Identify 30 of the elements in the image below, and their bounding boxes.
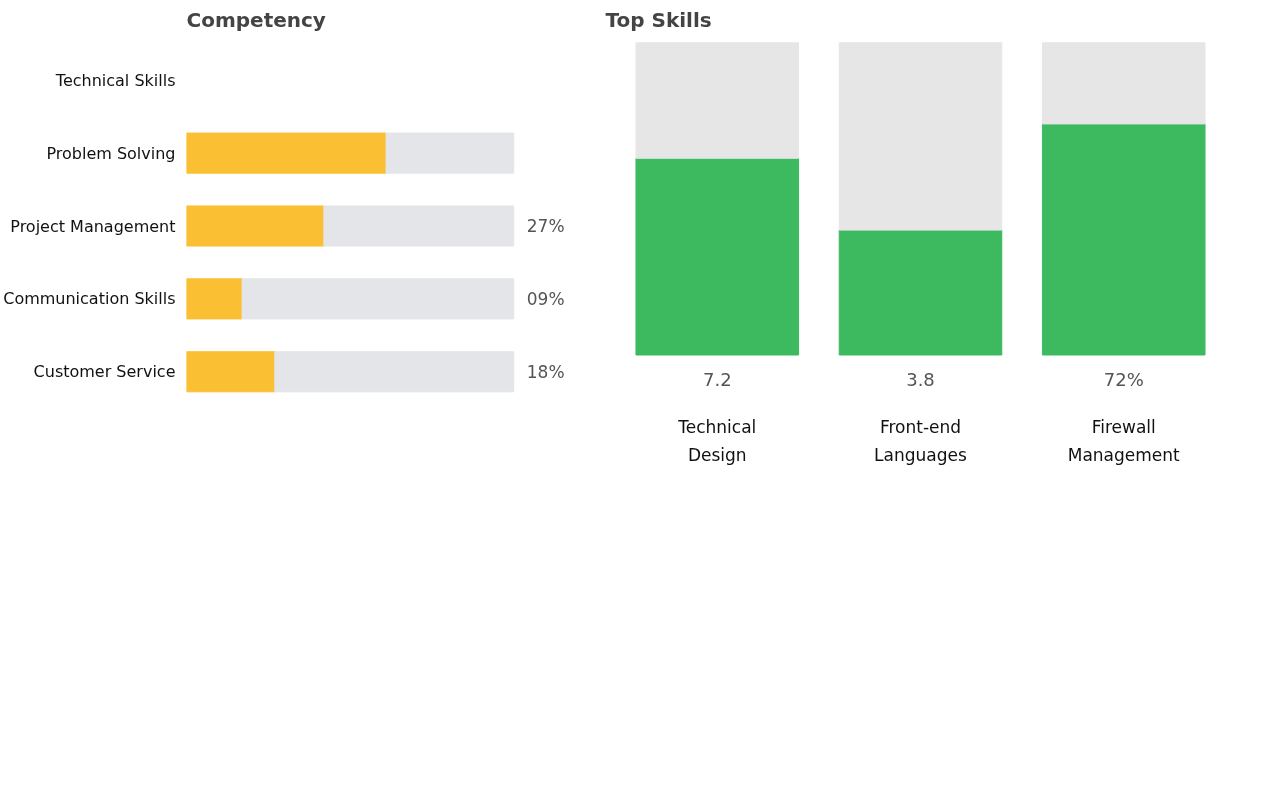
text: 3.8 <box>906 369 935 391</box>
x-tick-label: Technical Design <box>677 417 757 466</box>
bar <box>186 132 387 174</box>
bar <box>186 278 243 320</box>
y-tick-label: Communication Skills <box>3 289 176 309</box>
bar <box>186 351 276 393</box>
y-tick-label: Technical Skills <box>54 70 176 90</box>
bar <box>635 42 800 159</box>
text: 27% <box>526 216 565 236</box>
text: 72% <box>1103 369 1144 391</box>
bar <box>838 42 1003 231</box>
text: 09% <box>526 288 565 309</box>
bar <box>274 351 515 393</box>
bar <box>1041 123 1206 356</box>
chart-title: Top Skills <box>605 7 712 32</box>
y-tick-label: Project Management <box>10 216 176 236</box>
bar <box>635 157 800 356</box>
text: 18% <box>526 361 565 382</box>
bar <box>323 205 515 247</box>
x-tick-label: Front-end Languages <box>874 417 968 466</box>
y-tick-label: Customer Service <box>33 362 176 382</box>
y-tick-label: Problem Solving <box>46 143 176 163</box>
x-tick-label: Firewall Management <box>1067 417 1181 466</box>
chart-title: Competency <box>186 7 326 32</box>
text: 7.2 <box>702 369 732 391</box>
bar <box>838 229 1003 356</box>
bar <box>186 205 325 247</box>
bar <box>1041 42 1206 125</box>
bar <box>385 132 515 174</box>
bar <box>241 278 515 320</box>
